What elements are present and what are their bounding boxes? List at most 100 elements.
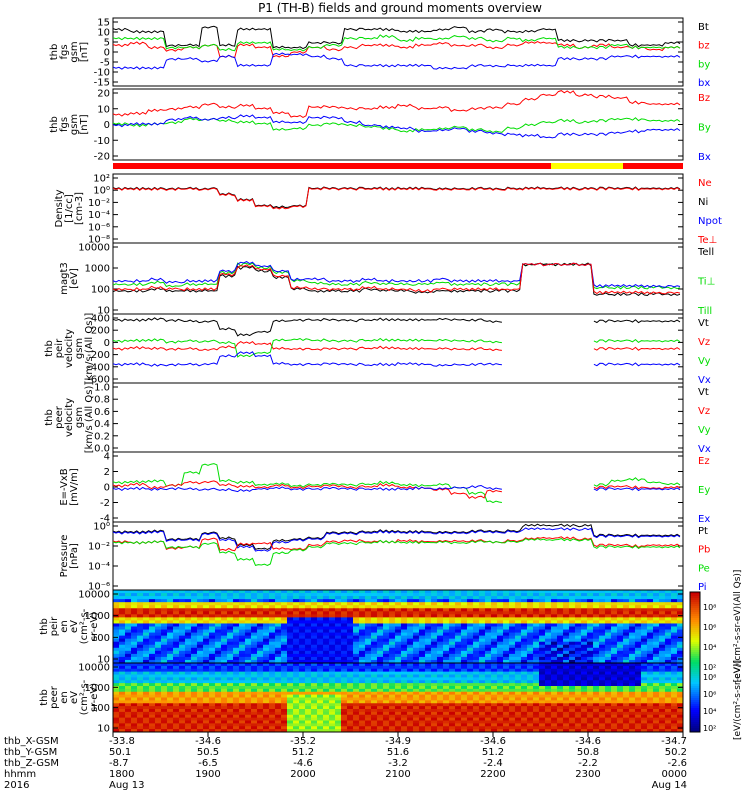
spectrogram-cell (479, 653, 486, 658)
spectrogram-cell (233, 714, 240, 719)
spectrogram-cell (473, 644, 480, 649)
spectrogram-cell (641, 623, 648, 627)
spectrogram-cell (305, 700, 312, 704)
spectrogram-cell (209, 663, 216, 667)
y-tick-label: 10⁻⁴ (88, 210, 110, 221)
spectrogram-cell (335, 647, 342, 652)
colorbar-cell (690, 696, 700, 699)
spectrogram-cell (239, 635, 246, 640)
spectrogram-cell (293, 596, 300, 600)
spectrogram-cell (371, 694, 378, 698)
spectrogram-cell (449, 677, 456, 681)
spectrogram-cell (275, 653, 282, 658)
spectrogram-cell (443, 671, 450, 675)
spectrogram-cell (137, 686, 144, 690)
spectrogram-cell (179, 677, 186, 681)
spectrogram-cell (293, 647, 300, 652)
spectrogram-cell (311, 723, 318, 727)
spectrogram-cell (329, 614, 336, 618)
spectrogram-cell (431, 623, 438, 627)
spectrogram-cell (257, 596, 264, 600)
spectrogram-cell (185, 680, 192, 684)
spectrogram-cell (227, 680, 234, 684)
spectrogram-cell (215, 688, 222, 693)
series-line-Vz (112, 340, 681, 352)
spectrogram-cell (545, 706, 552, 710)
spectrogram-cell (179, 671, 186, 675)
spectrogram-cell (467, 641, 474, 646)
spectrogram-cell (623, 697, 630, 701)
spectrogram-cell (563, 714, 570, 719)
spectrogram-cell (515, 638, 522, 643)
spectrogram-cell (269, 638, 276, 643)
spectrogram-cell (623, 686, 630, 690)
colorbar-cell (690, 608, 700, 611)
spectrogram-cell (461, 694, 468, 698)
z-gsm-value: -3.2 (388, 758, 408, 769)
spectrogram-cell (533, 620, 540, 624)
spectrogram-cell (593, 694, 600, 698)
spectrogram-cell (185, 674, 192, 678)
spectrogram-cell (509, 700, 516, 704)
spectrogram-cell (185, 691, 192, 696)
spectrogram-cell (137, 688, 144, 693)
spectrogram-cell (503, 668, 510, 673)
spectrogram-cell (599, 686, 606, 690)
legend-entry: bx (698, 78, 710, 89)
spectrogram-cell (587, 614, 594, 618)
spectrogram-cell (125, 691, 132, 696)
spectrogram-cell (167, 602, 174, 606)
spectrogram-cell (599, 697, 606, 701)
spectrogram-cell (305, 691, 312, 696)
spectrogram-cell (419, 659, 426, 664)
spectrogram-cell (119, 626, 126, 631)
spectrogram-cell (371, 638, 378, 643)
spectrogram-cell (203, 717, 210, 721)
spectrogram-cell (353, 709, 360, 713)
spectrogram-cell (119, 688, 126, 693)
spectrogram-cell (401, 668, 408, 673)
spectrogram-cell (251, 711, 258, 716)
spectrogram-cell (263, 668, 270, 673)
spectrogram-cell (527, 714, 534, 719)
spectrogram-cell (341, 599, 348, 603)
spectrogram-cell (233, 665, 240, 670)
spectrogram-cell (185, 688, 192, 693)
spectrogram-cell (203, 659, 210, 664)
spectrogram-cell (605, 697, 612, 701)
spectrogram-cell (629, 653, 636, 658)
spectrogram-cell (131, 720, 138, 724)
spectrogram-cell (539, 599, 546, 603)
spectrogram-cell (401, 614, 408, 618)
spectrogram-cell (479, 711, 486, 716)
spectrogram-cell (185, 617, 192, 621)
spectrogram-cell (305, 623, 312, 627)
spectrogram-cell (161, 611, 168, 615)
spectrogram-cell (215, 714, 222, 719)
y-axis-label: thb (49, 116, 60, 133)
spectrogram-cell (557, 611, 564, 615)
spectrogram-cell (563, 617, 570, 621)
spectrogram-cell (233, 683, 240, 687)
spectrogram-cell (533, 700, 540, 704)
spectrogram-cell (389, 691, 396, 696)
spectrogram-cell (569, 593, 576, 597)
spectrogram-cell (383, 726, 390, 730)
spectrogram-cell (155, 703, 162, 707)
spectrogram-cell (569, 700, 576, 704)
spectrogram-cell (485, 650, 492, 655)
spectrogram-cell (227, 659, 234, 664)
panel-frame (112, 382, 684, 453)
spectrogram-cell (341, 644, 348, 649)
spectrogram-cell (323, 611, 330, 615)
spectrogram-cell (665, 650, 672, 655)
spectrogram-cell (239, 599, 246, 603)
spectrogram-cell (647, 717, 654, 721)
spectrogram-cell (467, 605, 474, 609)
spectrogram-cell (437, 720, 444, 724)
spectrogram-cell (203, 697, 210, 701)
spectrogram-cell (197, 700, 204, 704)
spectrogram-cell (401, 659, 408, 664)
spectrogram-cell (395, 626, 402, 631)
spectrogram-cell (581, 668, 588, 673)
